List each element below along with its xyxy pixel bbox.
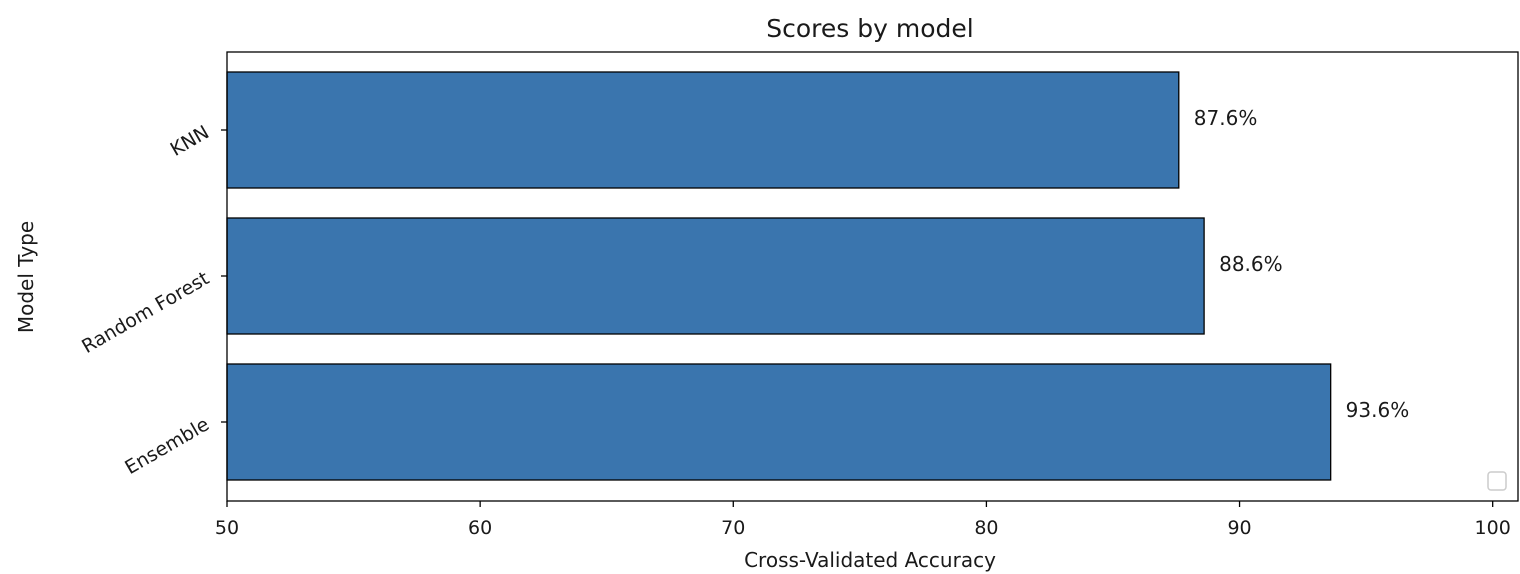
y-tick-label-knn: KNN — [167, 121, 213, 160]
bar-knn — [226, 71, 1180, 189]
value-label-ensemble: 93.6% — [1346, 398, 1410, 422]
bar-random-forest — [226, 217, 1205, 335]
x-axis: 50 60 70 80 90 100 — [215, 501, 1511, 539]
bars-group: 93.6% 88.6% 87.6% — [226, 71, 1410, 481]
y-tick-label-ensemble: Ensemble — [121, 413, 213, 479]
value-label-knn: 87.6% — [1194, 106, 1258, 130]
x-tick-label-50: 50 — [215, 517, 239, 539]
y-axis-label: Model Type — [14, 221, 38, 333]
chart-title: Scores by model — [766, 14, 973, 43]
x-tick-label-80: 80 — [974, 517, 998, 539]
y-axis: Ensemble Random Forest KNN — [78, 121, 227, 479]
value-label-random-forest: 88.6% — [1219, 252, 1283, 276]
plot-frame — [226, 51, 1519, 502]
legend-box[interactable] — [1487, 471, 1507, 491]
x-tick-label-70: 70 — [721, 517, 745, 539]
y-tick-label-random-forest: Random Forest — [78, 267, 213, 358]
x-axis-label: Cross-Validated Accuracy — [744, 548, 996, 572]
bar-ensemble — [226, 363, 1332, 481]
x-tick-label-100: 100 — [1475, 517, 1511, 539]
x-tick-label-60: 60 — [468, 517, 492, 539]
x-tick-label-90: 90 — [1227, 517, 1251, 539]
